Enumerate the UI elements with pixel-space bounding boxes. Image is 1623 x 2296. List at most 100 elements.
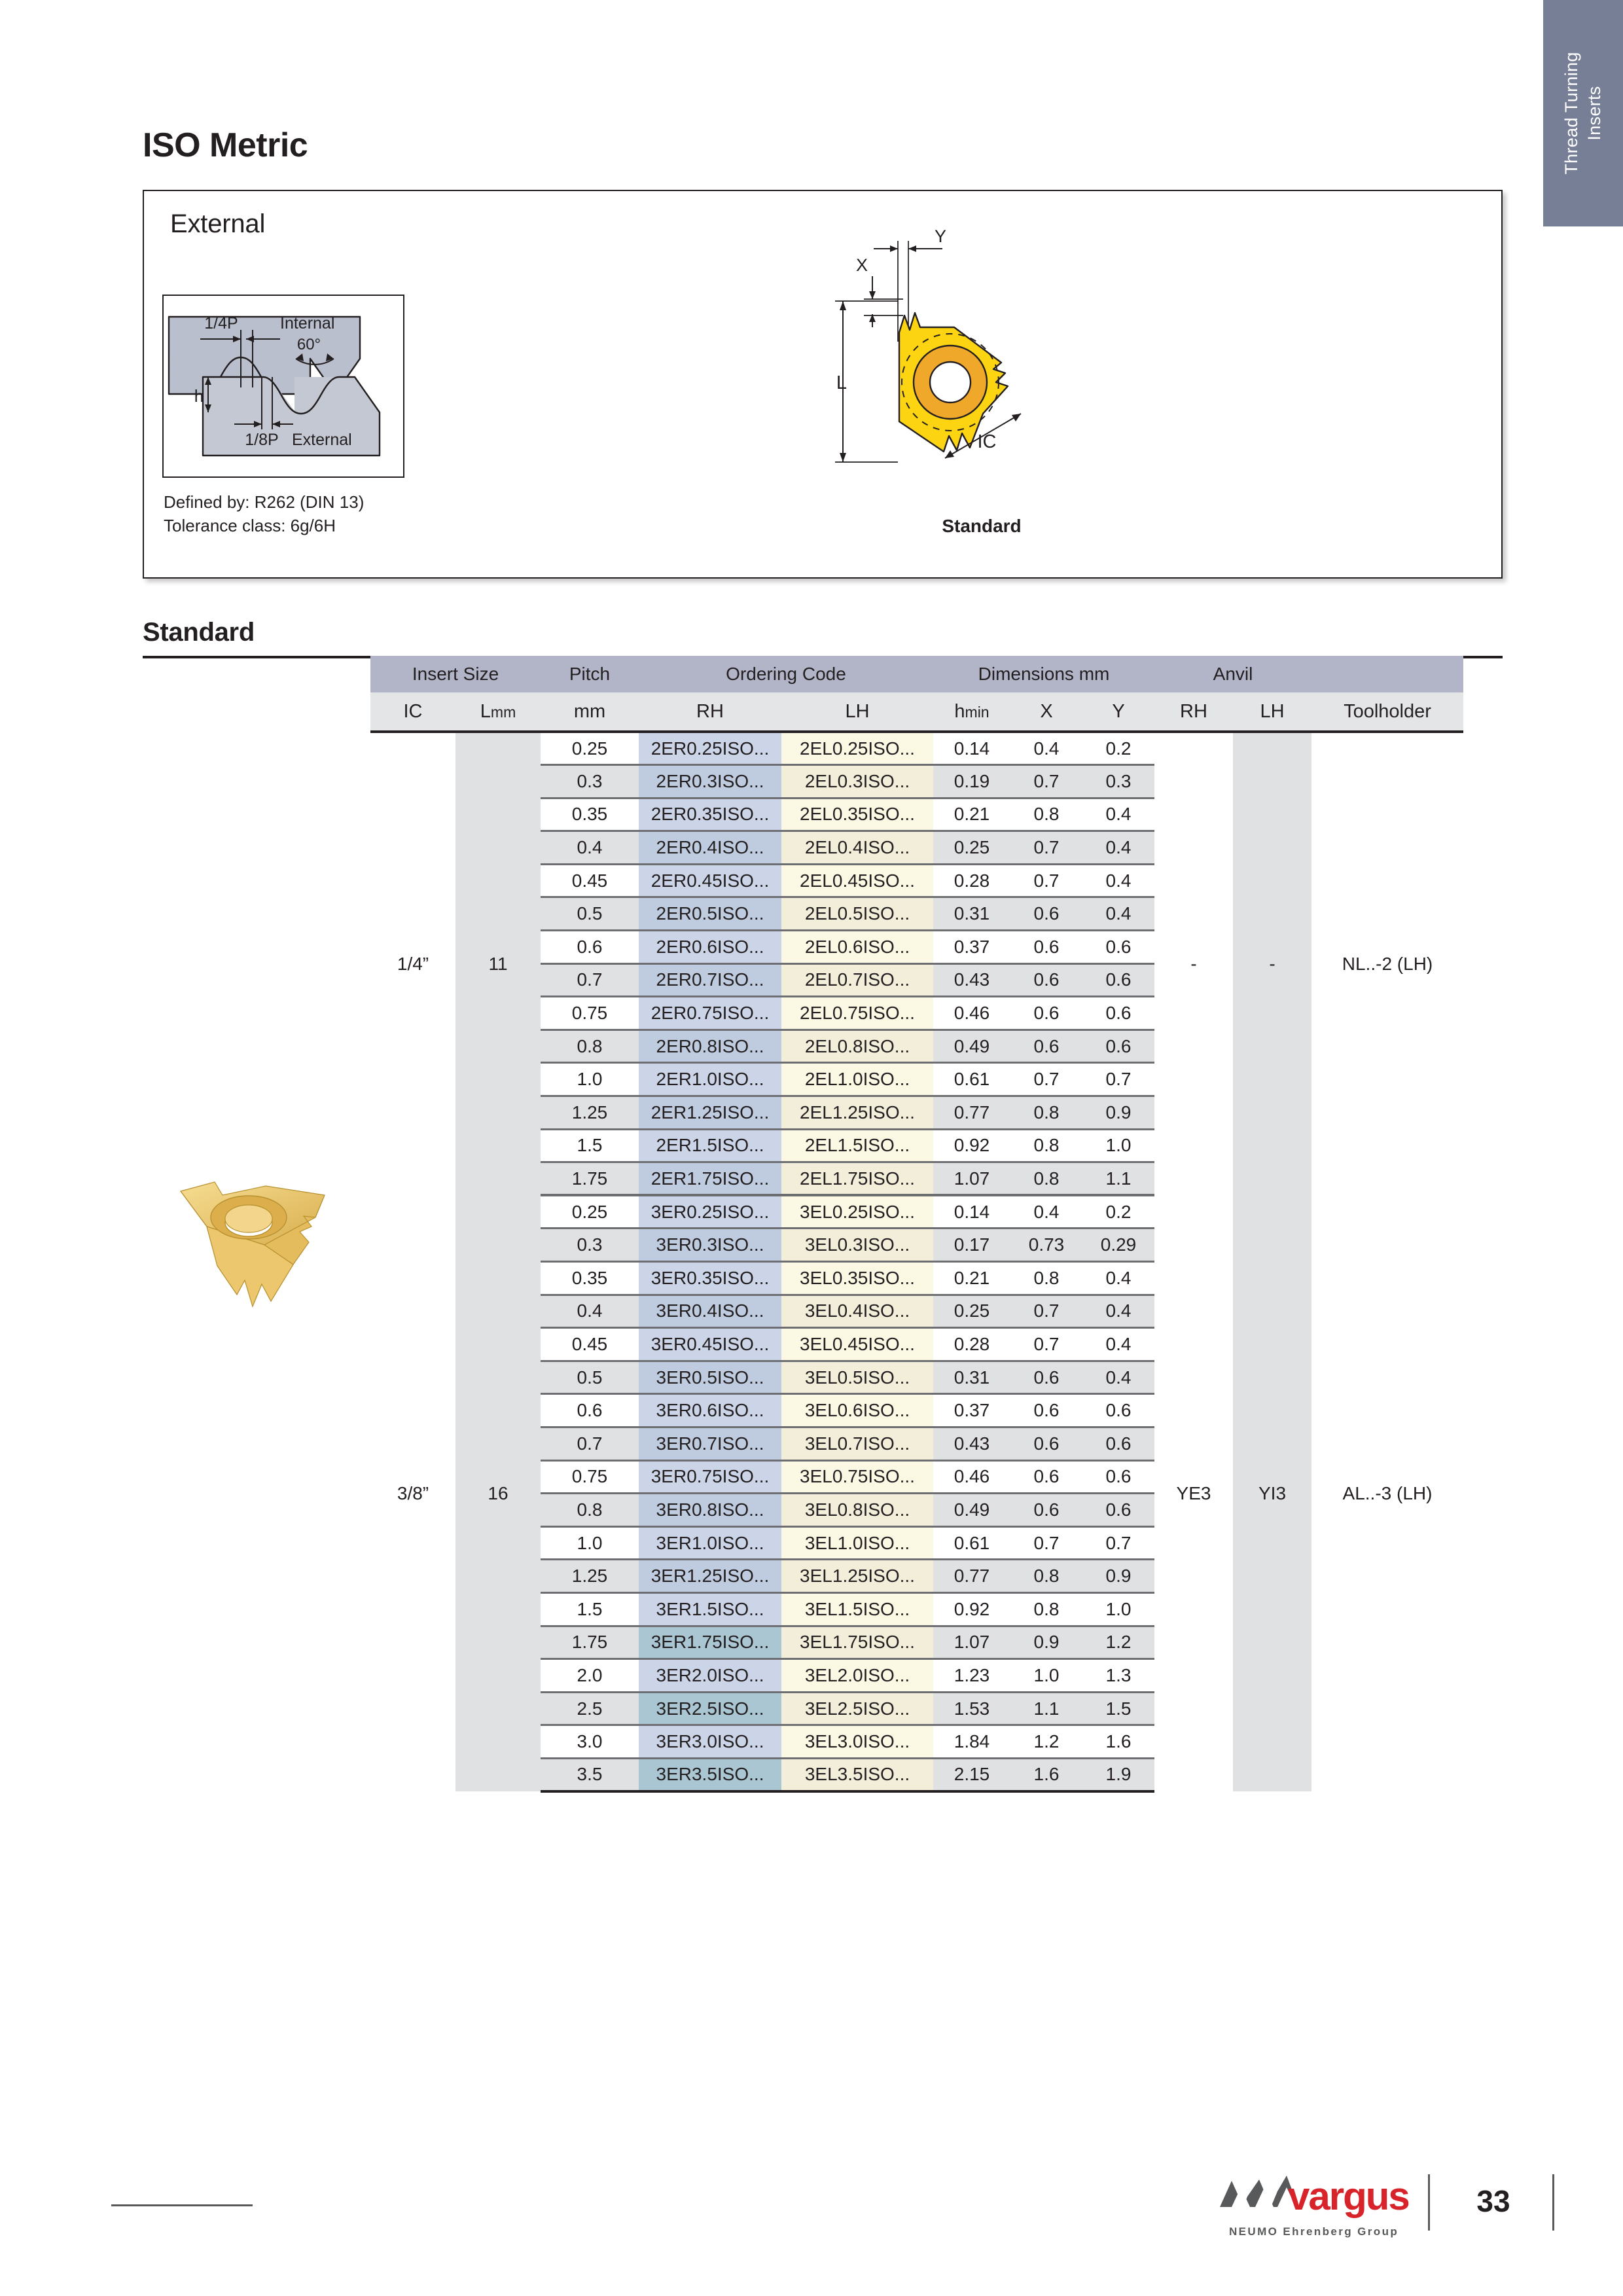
subheader-rh: RH [639, 692, 781, 733]
cell-ordering-code-lh: 3EL0.3ISO... [781, 1227, 933, 1263]
side-tab-thread-turning-inserts: Thread Turning Inserts [1543, 0, 1623, 226]
cell-dimension-y: 1.0 [1082, 1129, 1154, 1162]
cell-dimension-h: 0.92 [933, 1129, 1010, 1162]
cell-pitch: 0.5 [541, 1359, 639, 1395]
cell-dimension-y: 1.9 [1082, 1757, 1154, 1793]
table-row: 1.75 2ER1.75ISO... 2EL1.75ISO... 1.07 0.8 1.1 [370, 1161, 1463, 1197]
cell-pitch: 0.7 [541, 1426, 639, 1462]
table-row: 0.8 2ER0.8ISO... 2EL0.8ISO... 0.49 0.6 0.6 [370, 1028, 1463, 1064]
cell-anvil-rh: YE3 [1154, 1195, 1233, 1791]
cell-pitch: 1.25 [541, 1558, 639, 1594]
cell-pitch: 0.25 [541, 1195, 639, 1229]
table-row: 0.7 2ER0.7ISO... 2EL0.7ISO... 0.43 0.6 0.6 [370, 962, 1463, 998]
table-row: 0.7 3ER0.7ISO... 3EL0.7ISO... 0.43 0.6 0.6 [370, 1426, 1463, 1462]
cell-insert-size-l: 16 [455, 1195, 541, 1791]
cell-dimension-h: 0.28 [933, 864, 1010, 897]
subheader-l: Lmm [455, 692, 541, 733]
cell-dimension-y: 1.2 [1082, 1624, 1154, 1660]
cell-anvil-lh: YI3 [1233, 1195, 1311, 1791]
cell-dimension-y: 0.3 [1082, 764, 1154, 799]
subheader-y: Y [1082, 692, 1154, 733]
cell-dimension-x: 0.8 [1010, 798, 1082, 831]
cell-ordering-code-lh: 3EL1.5ISO... [781, 1592, 933, 1626]
cell-pitch: 2.5 [541, 1691, 639, 1727]
cell-dimension-x: 0.6 [1010, 1028, 1082, 1064]
label-y: Y [935, 226, 946, 246]
group-header-anvil: Anvil [1154, 656, 1311, 692]
subheader-pitch-mm: mm [541, 692, 639, 733]
table-row: 3.5 3ER3.5ISO... 3EL3.5ISO... 2.15 1.6 1.9 [370, 1757, 1463, 1793]
standard-definition: Defined by: R262 (DIN 13) Tolerance clas… [164, 491, 364, 538]
cell-pitch: 0.6 [541, 1393, 639, 1427]
cell-ordering-code-rh: 3ER0.4ISO... [639, 1293, 781, 1329]
cell-ordering-code-rh: 3ER0.5ISO... [639, 1359, 781, 1395]
cell-pitch: 0.7 [541, 962, 639, 998]
table-sub-header-row: IC Lmm mm RH LH hmin X Y RH LH Toolholde… [370, 692, 1463, 733]
cell-dimension-y: 0.4 [1082, 864, 1154, 897]
cell-ordering-code-lh: 3EL0.7ISO... [781, 1426, 933, 1462]
table-row: 1.5 3ER1.5ISO... 3EL1.5ISO... 0.92 0.8 1.0 [370, 1592, 1463, 1626]
cell-ordering-code-rh: 3ER0.35ISO... [639, 1261, 781, 1295]
cell-dimension-x: 1.0 [1010, 1659, 1082, 1693]
cell-pitch: 0.4 [541, 830, 639, 865]
subheader-h-unit: min [965, 703, 990, 721]
cell-pitch: 3.0 [541, 1725, 639, 1759]
cell-ordering-code-rh: 2ER0.35ISO... [639, 798, 781, 831]
cell-pitch: 0.3 [541, 1227, 639, 1263]
cell-ordering-code-rh: 2ER0.3ISO... [639, 764, 781, 799]
cell-dimension-x: 0.7 [1010, 1293, 1082, 1329]
cell-ordering-code-lh: 3EL1.25ISO... [781, 1558, 933, 1594]
cell-ordering-code-rh: 3ER3.5ISO... [639, 1757, 781, 1793]
external-label: External [170, 209, 266, 238]
cell-dimension-x: 0.8 [1010, 1161, 1082, 1197]
cell-ordering-code-rh: 3ER1.5ISO... [639, 1592, 781, 1626]
cell-ordering-code-lh: 3EL0.75ISO... [781, 1460, 933, 1494]
cell-dimension-h: 0.28 [933, 1327, 1010, 1361]
thread-profile-diagram: 1/4P Internal 60° h 1/8P [162, 295, 404, 478]
cell-ordering-code-lh: 2EL0.3ISO... [781, 764, 933, 799]
cell-ordering-code-lh: 3EL2.5ISO... [781, 1691, 933, 1727]
cell-pitch: 0.6 [541, 930, 639, 964]
label-quarter-p: 1/4P [204, 314, 238, 332]
cell-dimension-x: 0.4 [1010, 1195, 1082, 1229]
cell-dimension-h: 0.49 [933, 1492, 1010, 1528]
cell-ordering-code-lh: 2EL0.25ISO... [781, 732, 933, 765]
cell-dimension-y: 0.4 [1082, 1359, 1154, 1395]
cell-dimension-x: 0.6 [1010, 1393, 1082, 1427]
cell-ordering-code-rh: 3ER0.3ISO... [639, 1227, 781, 1263]
cell-dimension-y: 0.29 [1082, 1227, 1154, 1263]
cell-dimension-y: 0.4 [1082, 798, 1154, 831]
cell-pitch: 0.75 [541, 996, 639, 1030]
cell-dimension-h: 1.07 [933, 1624, 1010, 1660]
cell-dimension-y: 1.6 [1082, 1725, 1154, 1759]
cell-ordering-code-lh: 3EL0.5ISO... [781, 1359, 933, 1395]
cell-ordering-code-rh: 3ER1.0ISO... [639, 1526, 781, 1560]
cell-ordering-code-lh: 3EL2.0ISO... [781, 1659, 933, 1693]
cell-ordering-code-lh: 3EL1.75ISO... [781, 1624, 933, 1660]
cell-dimension-h: 0.21 [933, 1261, 1010, 1295]
subheader-lh: LH [781, 692, 933, 733]
insert-diagram-caption: Standard [942, 516, 1022, 536]
cell-dimension-h: 0.49 [933, 1028, 1010, 1064]
cell-ordering-code-rh: 3ER1.75ISO... [639, 1624, 781, 1660]
subheader-l-unit: mm [490, 703, 516, 721]
cell-pitch: 1.0 [541, 1526, 639, 1560]
cell-dimension-x: 0.6 [1010, 1426, 1082, 1462]
cell-ordering-code-lh: 3EL0.25ISO... [781, 1195, 933, 1229]
cell-ordering-code-lh: 3EL3.5ISO... [781, 1757, 933, 1793]
cell-dimension-y: 0.6 [1082, 996, 1154, 1030]
cell-dimension-x: 0.7 [1010, 830, 1082, 865]
table-row: 0.75 2ER0.75ISO... 2EL0.75ISO... 0.46 0.6 0.6 [370, 996, 1463, 1030]
cell-dimension-h: 0.14 [933, 732, 1010, 765]
cell-anvil-lh: - [1233, 732, 1311, 1196]
cell-ordering-code-lh: 2EL0.35ISO... [781, 798, 933, 831]
table-row: 0.8 3ER0.8ISO... 3EL0.8ISO... 0.49 0.6 0.6 [370, 1492, 1463, 1528]
cell-ordering-code-lh: 2EL0.7ISO... [781, 962, 933, 998]
page-number-divider-right [1552, 2174, 1554, 2231]
cell-toolholder: AL..-3 (LH) [1311, 1195, 1463, 1791]
cell-dimension-x: 0.7 [1010, 864, 1082, 897]
cell-pitch: 1.5 [541, 1129, 639, 1162]
cell-dimension-x: 0.8 [1010, 1558, 1082, 1594]
cell-ordering-code-rh: 2ER1.0ISO... [639, 1062, 781, 1096]
label-internal: Internal [280, 314, 334, 332]
